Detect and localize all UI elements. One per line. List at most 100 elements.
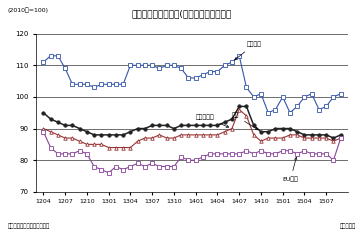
EU向け xyxy=(244,149,249,152)
Line: 全体: 全体 xyxy=(42,105,342,140)
全体 xyxy=(244,105,249,108)
全体 xyxy=(135,127,140,130)
全体 xyxy=(150,124,154,127)
米国向け xyxy=(331,96,336,98)
全体 xyxy=(77,127,82,130)
EU向け xyxy=(295,152,299,155)
アジア向け xyxy=(70,137,74,140)
全体 xyxy=(215,124,220,127)
米国向け xyxy=(324,105,329,108)
全体 xyxy=(259,130,263,133)
米国向け xyxy=(302,96,307,98)
EU向け xyxy=(252,152,256,155)
Text: 米国向け: 米国向け xyxy=(235,42,261,60)
米国向け xyxy=(193,76,198,79)
EU向け xyxy=(317,152,321,155)
全体 xyxy=(106,134,111,136)
EU向け xyxy=(92,165,96,168)
EU向け xyxy=(273,152,278,155)
米国向け xyxy=(186,76,191,79)
EU向け xyxy=(56,152,60,155)
米国向け xyxy=(114,83,118,86)
米国向け xyxy=(244,86,249,89)
アジア向け xyxy=(302,137,307,140)
全体 xyxy=(302,134,307,136)
全体 xyxy=(223,121,227,124)
米国向け xyxy=(172,64,176,67)
EU向け xyxy=(339,137,343,140)
米国向け xyxy=(281,96,285,98)
EU向け xyxy=(281,149,285,152)
アジア向け xyxy=(106,146,111,149)
Text: EU向け: EU向け xyxy=(283,157,299,182)
アジア向け xyxy=(324,137,329,140)
EU向け xyxy=(208,152,212,155)
EU向け xyxy=(215,152,220,155)
EU向け xyxy=(164,165,169,168)
EU向け xyxy=(201,156,205,158)
アジア向け xyxy=(128,146,132,149)
米国向け xyxy=(164,64,169,67)
アジア向け xyxy=(266,137,270,140)
EU向け xyxy=(77,149,82,152)
全体 xyxy=(92,134,96,136)
EU向け xyxy=(106,171,111,174)
全体 xyxy=(143,127,147,130)
アジア向け xyxy=(273,137,278,140)
EU向け xyxy=(310,152,314,155)
EU向け xyxy=(186,159,191,161)
アジア向け xyxy=(281,137,285,140)
アジア向け xyxy=(41,127,46,130)
全体 xyxy=(317,134,321,136)
全体 xyxy=(179,124,183,127)
全体 xyxy=(41,111,46,114)
全体 xyxy=(339,134,343,136)
米国向け xyxy=(317,108,321,111)
EU向け xyxy=(288,149,292,152)
EU向け xyxy=(99,168,103,171)
米国向け xyxy=(150,64,154,67)
全体 xyxy=(128,130,132,133)
アジア向け xyxy=(259,140,263,143)
EU向け xyxy=(63,152,67,155)
米国向け xyxy=(252,96,256,98)
全体 xyxy=(252,124,256,127)
米国向け xyxy=(128,64,132,67)
EU向け xyxy=(157,165,162,168)
アジア向け xyxy=(193,134,198,136)
米国向け xyxy=(237,55,241,57)
EU向け xyxy=(70,152,74,155)
米国向け xyxy=(179,67,183,70)
全体 xyxy=(70,124,74,127)
アジア向け xyxy=(56,134,60,136)
EU向け xyxy=(49,146,53,149)
EU向け xyxy=(259,149,263,152)
EU向け xyxy=(172,165,176,168)
全体 xyxy=(331,137,336,140)
アジア向け xyxy=(85,143,89,146)
EU向け xyxy=(121,168,125,171)
Line: EU向け: EU向け xyxy=(42,130,342,175)
EU向け xyxy=(128,165,132,168)
全体 xyxy=(266,130,270,133)
米国向け xyxy=(310,92,314,95)
EU向け xyxy=(237,152,241,155)
全体 xyxy=(237,105,241,108)
米国向け xyxy=(106,83,111,86)
米国向け xyxy=(230,61,234,64)
米国向け xyxy=(92,86,96,89)
全体 xyxy=(273,127,278,130)
米国向け xyxy=(157,67,162,70)
米国向け xyxy=(208,70,212,73)
EU向け xyxy=(266,152,270,155)
全体 xyxy=(114,134,118,136)
アジア向け xyxy=(215,134,220,136)
米国向け xyxy=(77,83,82,86)
EU向け xyxy=(114,165,118,168)
アジア向け xyxy=(331,140,336,143)
全体 xyxy=(324,134,329,136)
米国向け xyxy=(121,83,125,86)
米国向け xyxy=(215,70,220,73)
米国向け xyxy=(49,55,53,57)
EU向け xyxy=(85,152,89,155)
